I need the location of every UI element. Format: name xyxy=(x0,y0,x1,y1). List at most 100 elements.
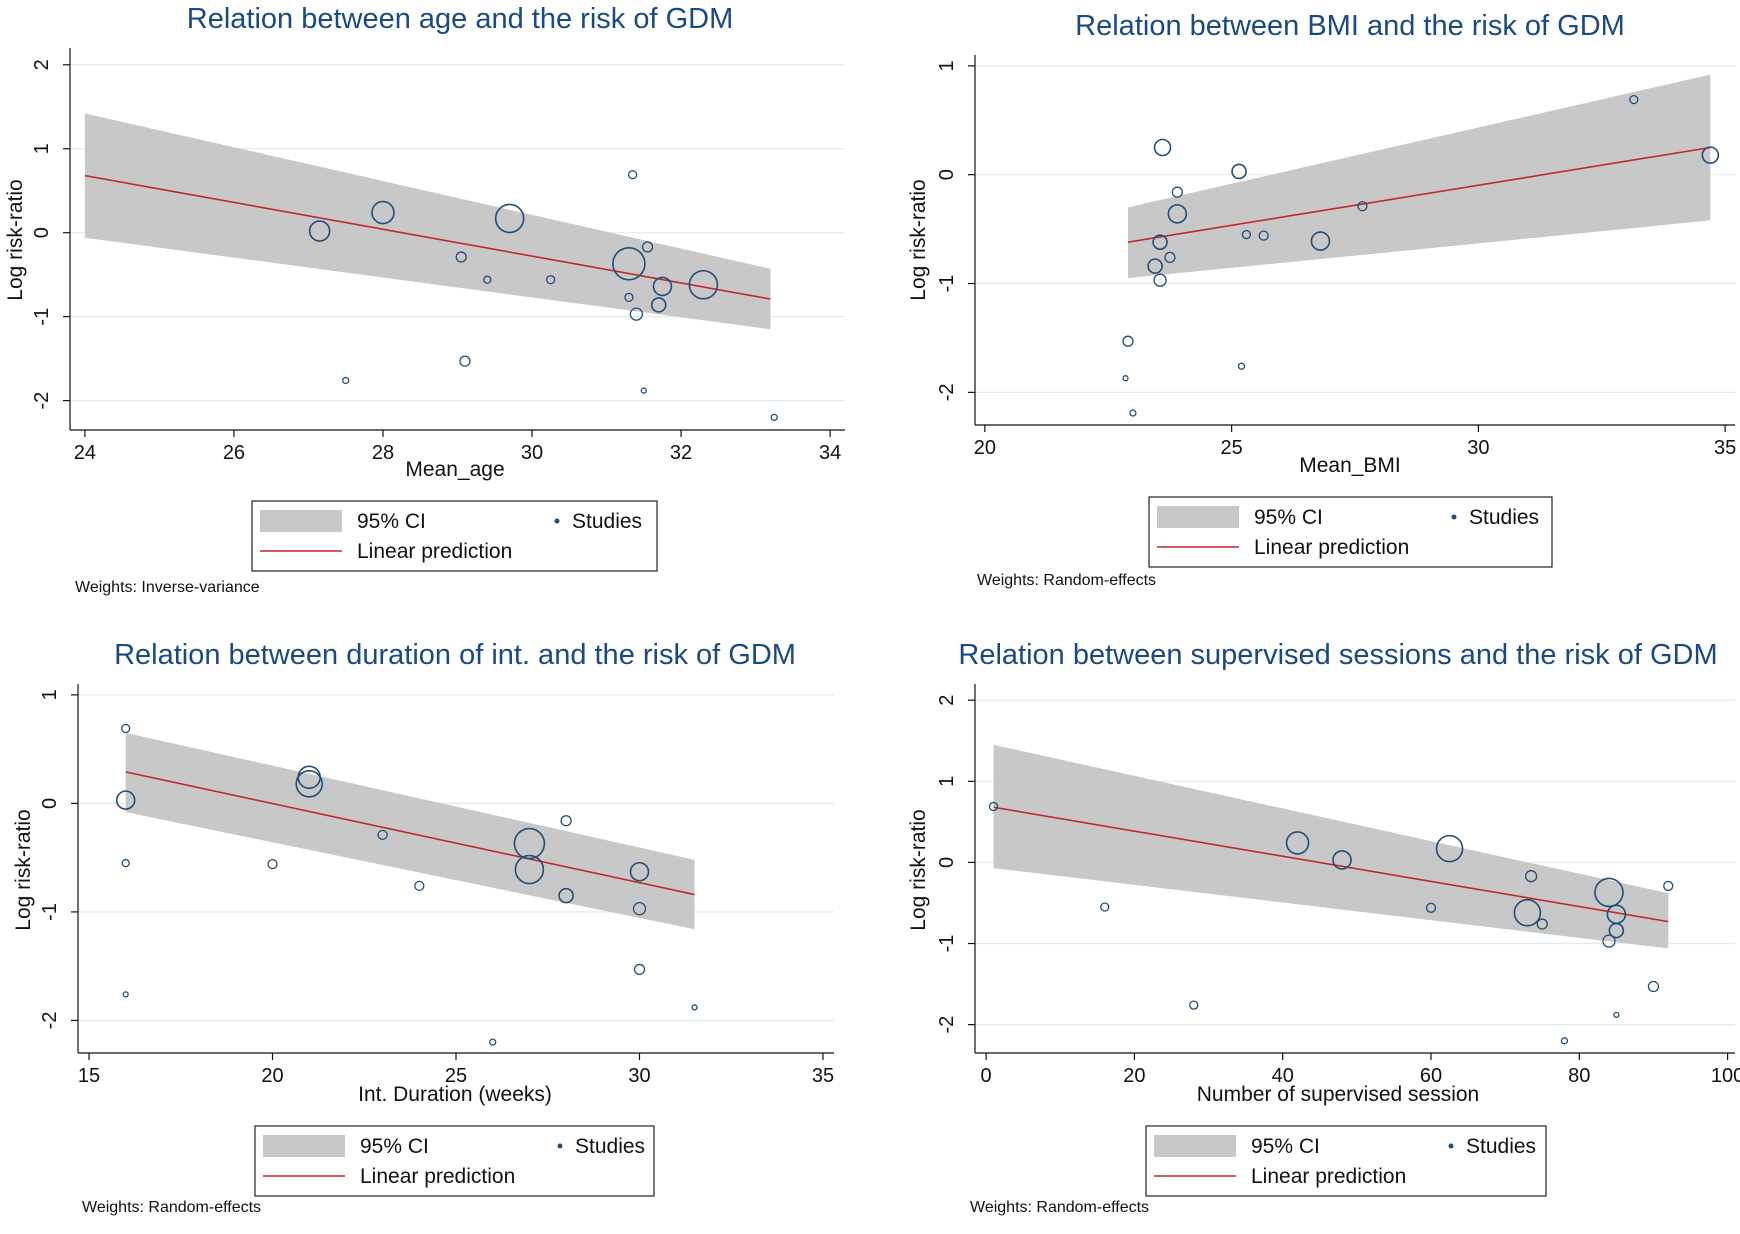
y-tick-label: -1 xyxy=(39,903,61,921)
study-point xyxy=(267,859,278,870)
study-point xyxy=(1513,898,1542,927)
study-point xyxy=(494,203,525,234)
study-point xyxy=(1594,877,1624,908)
legend: 95% CI Studies Linear prediction xyxy=(251,500,658,572)
y-tick-label: -1 xyxy=(936,935,958,953)
y-tick-label: 1 xyxy=(39,689,61,700)
study-point xyxy=(1357,201,1368,212)
x-tick-label: 20 xyxy=(1123,1065,1145,1087)
x-tick-label: 0 xyxy=(981,1065,992,1087)
study-point xyxy=(1171,186,1183,198)
study-point xyxy=(1231,163,1247,180)
study-point xyxy=(1189,1000,1199,1010)
chart-title: Relation between duration of int. and th… xyxy=(114,639,796,671)
study-point xyxy=(1310,231,1331,251)
legend-line-label: Linear prediction xyxy=(360,1165,515,1188)
y-tick-label: -2 xyxy=(39,1012,61,1030)
study-point xyxy=(1258,230,1269,241)
y-tick-label: -2 xyxy=(936,1016,958,1034)
y-tick-label: 1 xyxy=(31,143,53,154)
legend-studies-marker xyxy=(554,518,560,524)
study-point xyxy=(459,355,471,367)
legend-ci-label: 95% CI xyxy=(360,1135,429,1158)
legend-studies-label: Studies xyxy=(575,1135,645,1158)
legend-studies-label: Studies xyxy=(1466,1135,1536,1158)
study-point xyxy=(295,770,324,798)
y-tick-label: 0 xyxy=(936,857,958,868)
study-point xyxy=(641,241,654,253)
legend-studies-label: Studies xyxy=(1469,506,1539,529)
study-point xyxy=(1153,138,1172,157)
study-point xyxy=(483,275,492,284)
legend-ci-swatch xyxy=(1154,1135,1236,1157)
y-tick-label: -1 xyxy=(936,275,958,293)
legend-ci-swatch xyxy=(260,510,342,532)
study-point xyxy=(1647,980,1660,993)
x-tick-label: 20 xyxy=(974,437,996,459)
study-point xyxy=(514,854,545,885)
legend-ci-label: 95% CI xyxy=(1251,1135,1320,1158)
x-tick-label: 35 xyxy=(1714,437,1736,459)
study-point xyxy=(513,827,546,860)
study-point xyxy=(1122,375,1129,382)
study-point xyxy=(1164,251,1176,264)
legend-line-label: Linear prediction xyxy=(1254,536,1409,559)
y-tick-label: 1 xyxy=(936,60,958,71)
x-tick-label: 30 xyxy=(521,442,543,464)
legend: 95% CI Studies Linear prediction xyxy=(254,1125,655,1197)
legend-studies-marker xyxy=(1448,1143,1454,1149)
ci-band xyxy=(125,732,695,930)
y-axis-label: Log risk-ratio xyxy=(907,809,930,930)
study-point xyxy=(121,723,131,734)
study-point xyxy=(1129,409,1137,417)
study-point xyxy=(1152,234,1168,250)
y-tick-label: 2 xyxy=(936,695,958,706)
x-tick-label: 100 xyxy=(1711,1065,1740,1087)
y-tick-label: 0 xyxy=(31,227,53,238)
legend: 95% CI Studies Linear prediction xyxy=(1148,496,1553,568)
x-axis-label: Mean_BMI xyxy=(1299,454,1401,477)
study-point xyxy=(1285,831,1310,855)
study-point xyxy=(624,292,634,302)
study-point xyxy=(1629,94,1639,105)
chart-panel-duration: -2 -1 0 1 15 20 25 30 35 Relation between duratio… xyxy=(12,639,834,1216)
study-point xyxy=(640,387,647,394)
study-point xyxy=(688,269,719,300)
study-point xyxy=(1122,335,1134,347)
y-tick-label: 1 xyxy=(936,776,958,787)
x-tick-label: 28 xyxy=(372,442,394,464)
study-point xyxy=(377,829,388,841)
study-point xyxy=(652,276,673,297)
x-tick-label: 24 xyxy=(74,442,96,464)
legend-studies-marker xyxy=(1451,514,1457,520)
study-point xyxy=(545,275,556,285)
study-point xyxy=(1560,1037,1569,1045)
study-point xyxy=(632,902,647,916)
study-point xyxy=(558,887,574,904)
y-axis-label: Log risk-ratio xyxy=(4,179,27,300)
x-tick-label: 30 xyxy=(628,1065,650,1087)
legend-line-label: Linear prediction xyxy=(1251,1165,1406,1188)
study-point xyxy=(560,815,572,827)
linear-prediction-line xyxy=(125,771,695,896)
y-tick-label: 0 xyxy=(39,798,61,809)
weights-note: Weights: Random-effects xyxy=(82,1199,261,1216)
ci-band xyxy=(993,744,1669,949)
linear-prediction-line xyxy=(993,806,1669,923)
legend-studies-marker xyxy=(557,1143,563,1149)
study-point xyxy=(1237,362,1246,370)
x-tick-label: 32 xyxy=(670,442,692,464)
legend-ci-swatch xyxy=(263,1135,345,1157)
study-point xyxy=(121,858,130,868)
x-tick-label: 25 xyxy=(1220,437,1242,459)
x-tick-label: 60 xyxy=(1420,1065,1442,1087)
chart-panel-bmi: -2 -1 0 1 20 25 30 35 Relation between BMI and t… xyxy=(907,10,1736,589)
legend-ci-label: 95% CI xyxy=(1254,506,1323,529)
study-point xyxy=(1608,922,1625,939)
study-point xyxy=(455,251,467,263)
y-tick-label: -2 xyxy=(936,383,958,401)
study-point xyxy=(1153,273,1167,287)
chart-panel-age: -2 -1 0 1 2 24 26 28 30 32 34 Relation between age … xyxy=(4,3,845,596)
study-point xyxy=(1167,204,1188,224)
y-tick-label: 2 xyxy=(31,59,53,70)
